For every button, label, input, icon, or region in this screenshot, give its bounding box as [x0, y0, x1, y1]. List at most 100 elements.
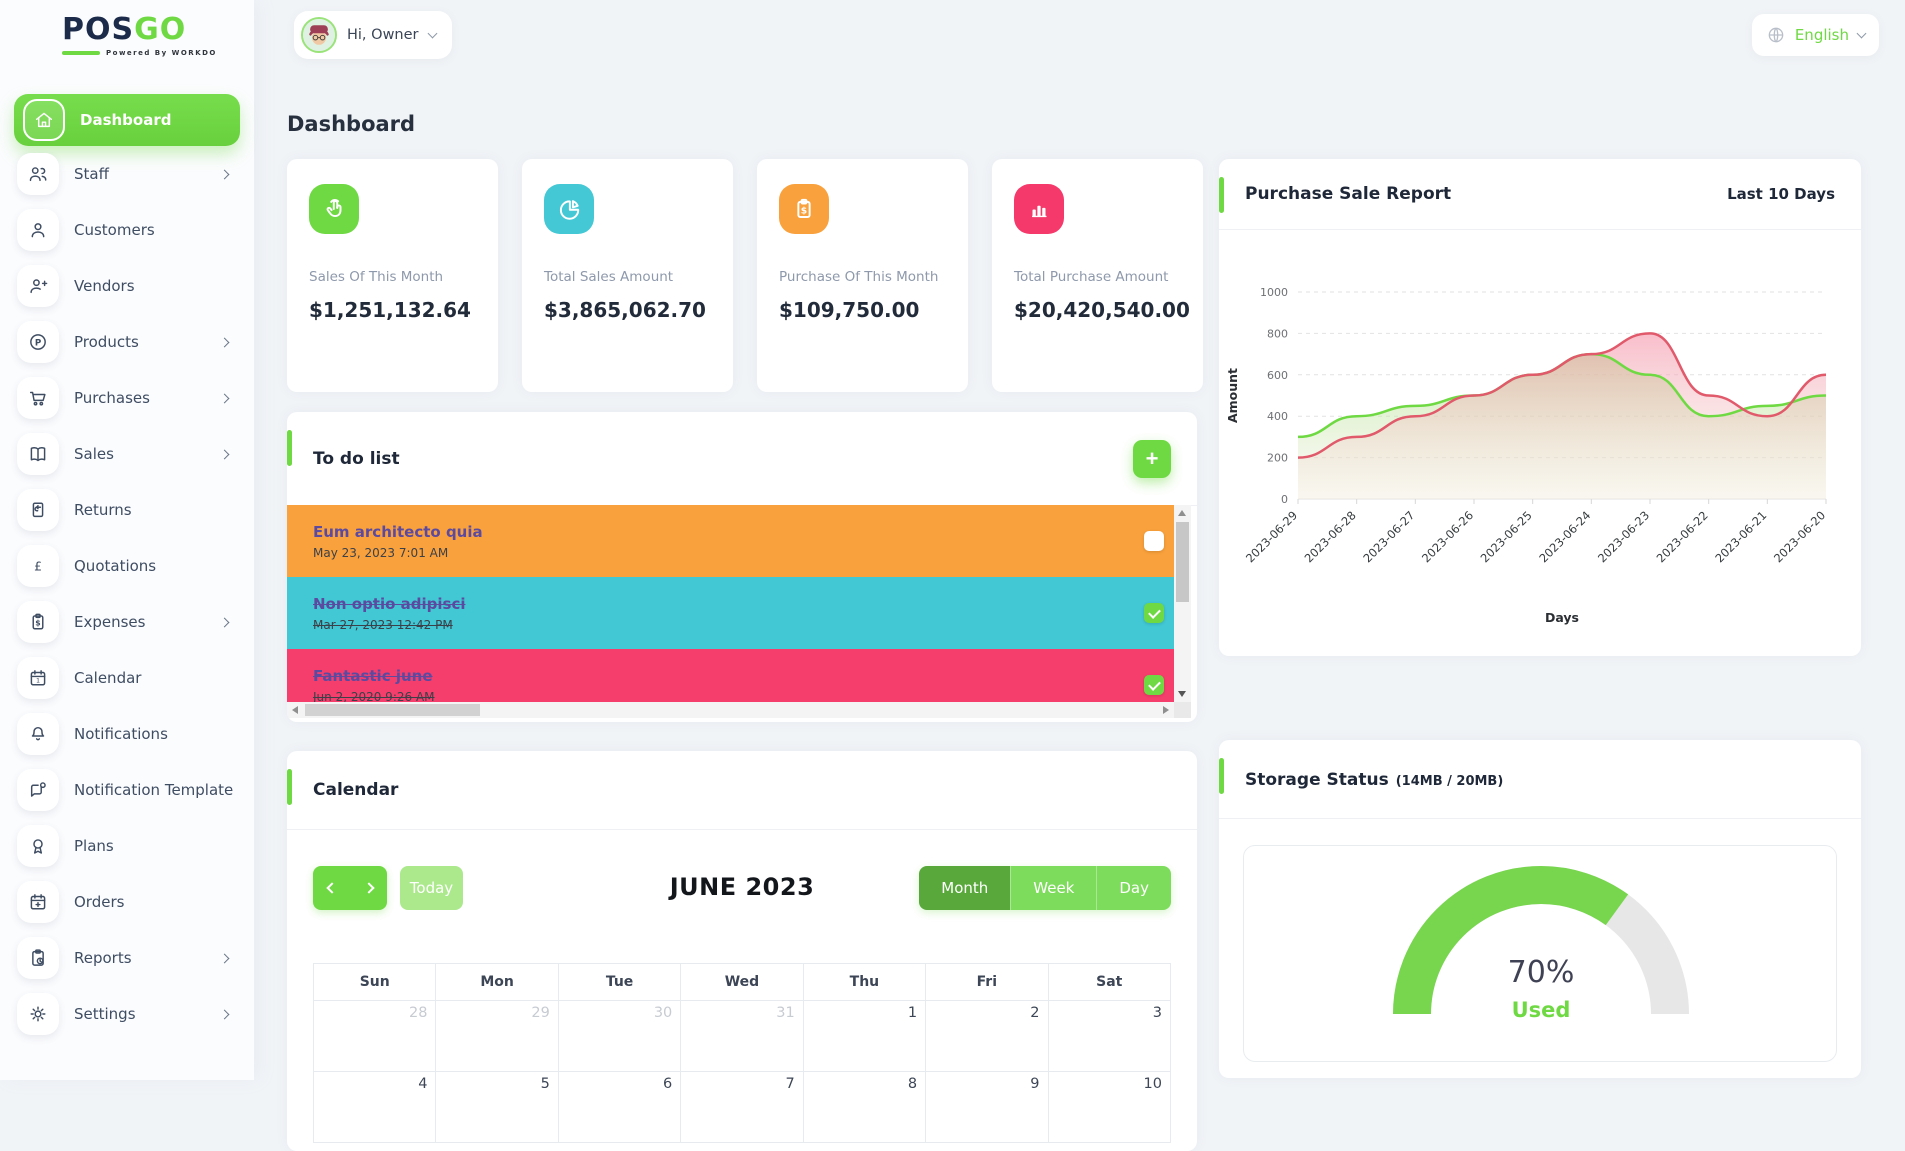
section-accent [1219, 177, 1224, 213]
calendar-day-cell[interactable]: 30 [557, 1000, 682, 1072]
view-month-button[interactable]: Month [919, 866, 1011, 910]
sidebar-item-notifications[interactable]: Notifications [0, 706, 254, 762]
calendar-day-cell[interactable]: 10 [1047, 1071, 1172, 1143]
stat-label: Total Sales Amount [544, 269, 674, 285]
customer-icon [17, 209, 59, 251]
calendar-grid: Sun Mon Tue Wed Thu Fri Sat 28 29 30 31 … [312, 963, 1172, 1143]
sidebar-item-plans[interactable]: Plans [0, 818, 254, 874]
storage-gauge-panel: 70% Used [1243, 845, 1837, 1062]
language-selector[interactable]: English [1751, 14, 1879, 56]
chevron-right-icon [219, 953, 230, 963]
todo-checkbox-checked[interactable] [1144, 675, 1164, 695]
home-icon [23, 99, 65, 141]
svg-text:200: 200 [1267, 452, 1288, 465]
scrollbar-thumb[interactable] [305, 704, 480, 716]
sidebar-item-customers[interactable]: Customers [0, 202, 254, 258]
calendar-nav-buttons [313, 866, 387, 910]
sidebar-item-calendar[interactable]: 1 Calendar [0, 650, 254, 706]
day-header: Sun [312, 963, 437, 1001]
calendar-day-cell[interactable]: 2 [925, 1000, 1049, 1072]
clipboard-dollar-icon: $ [17, 601, 59, 643]
today-button[interactable]: Today [400, 866, 463, 910]
storage-capacity: (14MB / 20MB) [1395, 774, 1504, 789]
calendar-day-cell[interactable]: 3 [1047, 1000, 1172, 1072]
sidebar-item-expenses[interactable]: $ Expenses [0, 594, 254, 650]
calendar-day-cell[interactable]: 28 [312, 1000, 437, 1072]
chevron-down-icon [427, 28, 437, 38]
clipboard-clock-icon [17, 937, 59, 979]
calendar-day-cell[interactable]: 8 [802, 1071, 927, 1143]
chevron-right-icon [219, 617, 230, 627]
calendar-day-cell[interactable]: 29 [435, 1000, 559, 1072]
logo-underline [62, 51, 100, 55]
svg-text:2023-06-28: 2023-06-28 [1302, 508, 1359, 565]
chevron-down-icon [1856, 28, 1867, 38]
vertical-scrollbar[interactable] [1174, 505, 1191, 702]
sidebar-item-products[interactable]: P Products [0, 314, 254, 370]
todo-card: To do list + Eum architecto quia May 23,… [287, 412, 1197, 722]
pound-icon: £ [17, 545, 59, 587]
section-accent [1219, 758, 1224, 794]
cart-icon [17, 377, 59, 419]
calendar-day-cell[interactable]: 9 [925, 1071, 1049, 1143]
calendar-day-cell[interactable]: 31 [680, 1000, 804, 1072]
page-title: Dashboard [287, 112, 416, 136]
chevron-right-icon [219, 1009, 230, 1019]
svg-text:2023-06-20: 2023-06-20 [1771, 508, 1828, 565]
app-logo: POSGO Powered By WORKDO [62, 12, 217, 57]
sidebar-item-returns[interactable]: Returns [0, 482, 254, 538]
sidebar-item-settings[interactable]: Settings [0, 986, 254, 1042]
svg-text:0: 0 [1281, 493, 1288, 506]
chevron-right-icon [219, 337, 230, 347]
sidebar: POSGO Powered By WORKDO Dashboard Staff … [0, 0, 254, 1080]
scroll-left-arrow[interactable] [292, 706, 298, 714]
calendar-view-switcher: Month Week Day [919, 866, 1171, 910]
todo-item: Fantastic june Jun 2, 2020 9:26 AM [287, 649, 1174, 702]
sidebar-item-vendors[interactable]: Vendors [0, 258, 254, 314]
stat-card-total-purchase: Total Purchase Amount $20,420,540.00 [992, 159, 1203, 392]
calendar-month-title: JUNE 2023 [669, 873, 815, 901]
svg-text:2023-06-22: 2023-06-22 [1654, 508, 1711, 565]
sidebar-item-orders[interactable]: Orders [0, 874, 254, 930]
calendar-day-cell[interactable]: 7 [680, 1071, 804, 1143]
add-todo-button[interactable]: + [1133, 439, 1171, 478]
calendar-day-cell[interactable]: 6 [557, 1071, 682, 1143]
sidebar-item-quotations[interactable]: £ Quotations [0, 538, 254, 594]
todo-checkbox[interactable] [1144, 531, 1164, 551]
stat-value: $1,251,132.64 [309, 298, 471, 322]
view-week-button[interactable]: Week [1010, 866, 1097, 910]
sidebar-item-staff[interactable]: Staff [0, 146, 254, 202]
bell-icon [17, 713, 59, 755]
svg-text:1000: 1000 [1260, 286, 1288, 299]
sidebar-item-reports[interactable]: Reports [0, 930, 254, 986]
calendar-day-cell[interactable]: 1 [802, 1000, 927, 1072]
svg-text:Amount: Amount [1225, 368, 1240, 423]
user-menu[interactable]: Hi, Owner [294, 11, 452, 59]
sidebar-item-notification-template[interactable]: Notification Template [0, 762, 254, 818]
todo-checkbox-checked[interactable] [1144, 603, 1164, 623]
stat-label: Total Purchase Amount [1014, 269, 1169, 285]
calendar-day-cell[interactable]: 4 [312, 1071, 437, 1143]
chevron-right-icon [219, 169, 230, 179]
tap-icon [309, 184, 359, 234]
svg-text:2023-06-26: 2023-06-26 [1419, 508, 1476, 565]
sidebar-item-dashboard[interactable]: Dashboard [14, 94, 240, 146]
scrollbar-thumb[interactable] [1176, 522, 1189, 602]
vendor-icon [17, 265, 59, 307]
todo-title: To do list [313, 448, 400, 469]
calendar-day-cell[interactable]: 5 [435, 1071, 559, 1143]
sidebar-item-sales[interactable]: Sales [0, 426, 254, 482]
horizontal-scrollbar[interactable] [287, 702, 1174, 718]
view-day-button[interactable]: Day [1096, 866, 1171, 910]
sidebar-item-purchases[interactable]: Purchases [0, 370, 254, 426]
svg-text:2023-06-29: 2023-06-29 [1243, 508, 1300, 565]
calendar-icon: 1 [17, 657, 59, 699]
todo-list: Eum architecto quia May 23, 2023 7:01 AM… [287, 505, 1174, 702]
scroll-up-arrow[interactable] [1178, 510, 1186, 516]
chevron-right-icon [219, 449, 230, 459]
pie-chart-icon [544, 184, 594, 234]
storage-title: Storage Status [1245, 770, 1389, 790]
scroll-right-arrow[interactable] [1163, 706, 1169, 714]
stat-cards: Sales Of This Month $1,251,132.64 Total … [287, 159, 1203, 392]
scroll-down-arrow[interactable] [1178, 691, 1186, 697]
